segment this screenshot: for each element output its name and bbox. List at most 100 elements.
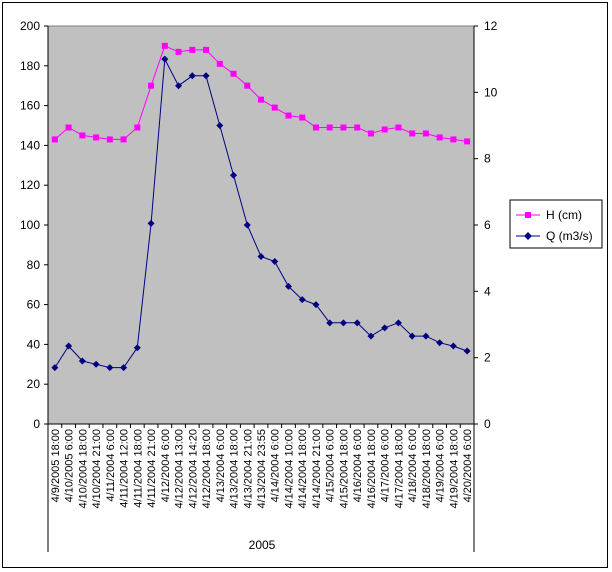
data-point-h [203,46,210,53]
data-point-h [189,46,196,53]
x-tick-label: 4/13/2004 18:00 [229,429,241,509]
right-tick-label: 8 [484,152,491,166]
left-tick-label: 120 [20,178,40,192]
data-point-h [51,136,58,143]
data-point-q [161,55,169,63]
left-tick-label: 200 [20,19,40,33]
left-tick-label: 20 [27,377,41,391]
data-point-q [120,364,128,372]
x-tick-label: 4/12/2004 18:00 [201,429,213,509]
x-tick-label: 4/12/2004 13:00 [174,429,186,509]
x-tick-label: 4/14/2004 21:00 [311,429,323,509]
data-point-q [367,332,375,340]
x-tick-label: 4/11/2004 6:00 [105,429,117,502]
data-point-q [106,364,114,372]
legend-label-q: Q (m3/s) [546,229,593,243]
x-tick-label: 4/10/2005 6:00 [64,429,76,502]
data-point-q [175,82,183,90]
data-point-q [271,257,279,265]
x-tick-label: 4/11/2004 21:00 [146,429,158,508]
data-point-h [436,134,443,141]
x-tick-label: 4/18/2004 6:00 [407,429,419,502]
x-tick-label: 4/14/2004 6:00 [270,429,282,502]
data-point-q [188,72,196,80]
data-point-h [258,96,264,103]
left-y-axis: 0 20 40 60 80 100 120 140 160 180 200 [20,19,49,431]
data-point-q [394,319,402,327]
right-tick-label: 10 [484,85,498,99]
x-tick-label: 4/14/2004 18:00 [297,429,309,509]
data-point-q [147,219,155,227]
x-tick-label: 4/9/2005 18:00 [50,429,62,502]
data-point-q [243,221,251,229]
x-tick-label: 4/12/2004 6:00 [160,429,172,502]
left-tick-label: 80 [27,258,41,272]
x-tick-label: 4/13/2004 21:00 [242,429,254,509]
x-tick-label: 4/18/2004 18:00 [421,429,433,509]
data-point-q [202,72,210,80]
x-tick-label: 4/13/2004 6:00 [215,429,227,502]
plot-area [47,25,475,425]
x-tick-label: 4/14/2004 10:00 [283,429,295,509]
left-tick-label: 160 [20,99,40,113]
data-point-h [65,124,72,131]
x-tick-label: 4/20/2004 6:00 [462,429,474,502]
data-point-q [408,332,416,340]
data-point-q [78,357,86,365]
x-tick-label: 4/15/2004 6:00 [325,429,337,502]
x-tick-label: 4/19/2004 18:00 [448,429,460,509]
left-tick-label: 0 [33,417,40,431]
data-point-h [285,112,292,119]
data-point-q [65,342,73,350]
x-tick-label: 4/15/2004 18:00 [338,429,350,509]
data-point-h [299,114,306,121]
data-point-h [367,130,374,137]
right-y-axis: 0 2 4 6 8 10 12 [473,19,498,431]
right-tick-label: 2 [484,351,491,365]
x-tick-label: 4/10/2004 18:00 [77,429,89,509]
left-tick-label: 180 [20,59,40,73]
left-tick-label: 40 [27,337,41,351]
legend: H (cm) Q (m3/s) [509,199,603,249]
data-point-h [230,70,237,77]
data-point-h [244,82,251,89]
data-point-q [298,296,306,304]
data-point-q [133,344,141,352]
x-tick-label: 4/16/2004 18:00 [366,429,378,509]
data-point-h [326,124,333,131]
data-point-h [79,132,86,139]
left-tick-label: 100 [20,218,40,232]
x-tick-label: 4/17/2004 18:00 [393,429,405,509]
data-point-h [134,124,141,131]
data-point-q [449,342,457,350]
x-group-label: 2005 [249,538,276,552]
data-point-q [353,319,361,327]
right-tick-label: 12 [484,19,498,33]
legend-label-h: H (cm) [546,208,582,222]
legend-marker-q [524,232,532,240]
data-point-h [120,136,127,143]
data-point-q [326,319,334,327]
series-layer [51,42,471,372]
data-point-q [51,364,59,372]
data-point-q [284,282,292,290]
data-point-q [381,324,389,332]
data-point-q [463,347,471,355]
x-tick-label: 4/11/2004 12:00 [119,429,131,508]
x-tick-label: 4/13/2004 23:55 [256,429,268,509]
data-point-h [175,48,182,55]
data-point-h [450,136,457,143]
data-point-h [381,126,388,133]
right-tick-label: 0 [484,417,491,431]
data-point-q [339,319,347,327]
data-point-h [106,136,113,143]
x-tick-label: 4/10/2004 21:00 [91,429,103,509]
right-tick-label: 4 [484,284,491,298]
x-tick-label: 4/19/2004 6:00 [435,429,447,502]
data-point-h [271,104,278,111]
data-point-q [312,301,320,309]
data-point-q [92,360,100,368]
data-point-q [422,332,430,340]
x-tick-label: 4/17/2004 6:00 [380,429,392,502]
